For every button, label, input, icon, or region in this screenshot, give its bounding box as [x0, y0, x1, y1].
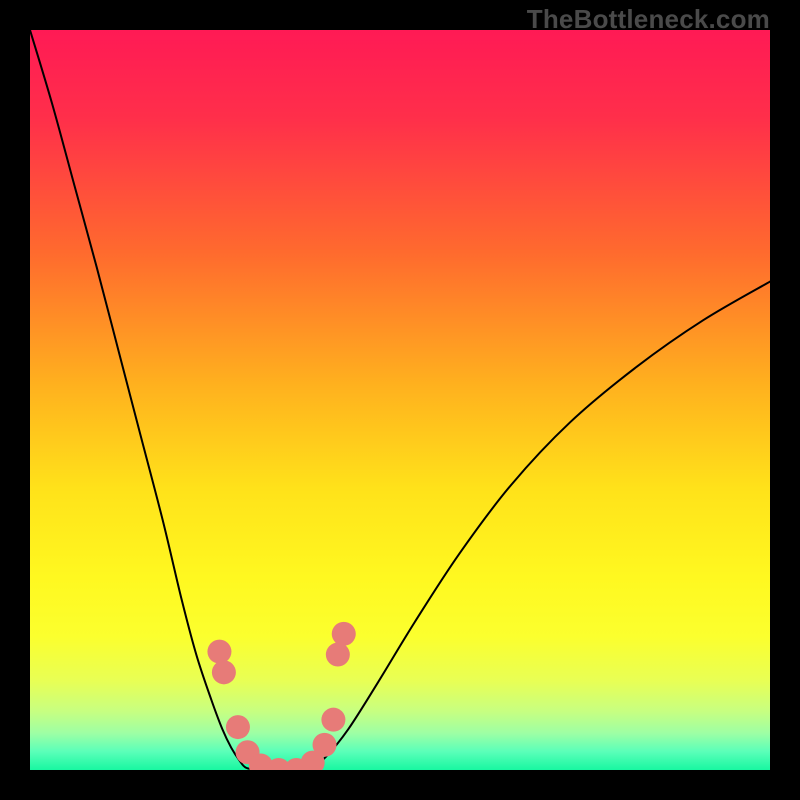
marker-cluster-right: [301, 622, 356, 775]
data-marker: [226, 715, 250, 739]
watermark-text: TheBottleneck.com: [527, 4, 770, 35]
bottleneck-curve: [30, 30, 770, 770]
data-marker: [212, 660, 236, 684]
data-marker: [326, 643, 350, 667]
data-marker: [207, 640, 231, 664]
data-marker: [321, 708, 345, 732]
data-marker: [313, 733, 337, 757]
curve-layer: [0, 0, 800, 800]
chart-stage: TheBottleneck.com: [0, 0, 800, 800]
marker-cluster-left: [207, 640, 308, 782]
data-marker: [332, 622, 356, 646]
